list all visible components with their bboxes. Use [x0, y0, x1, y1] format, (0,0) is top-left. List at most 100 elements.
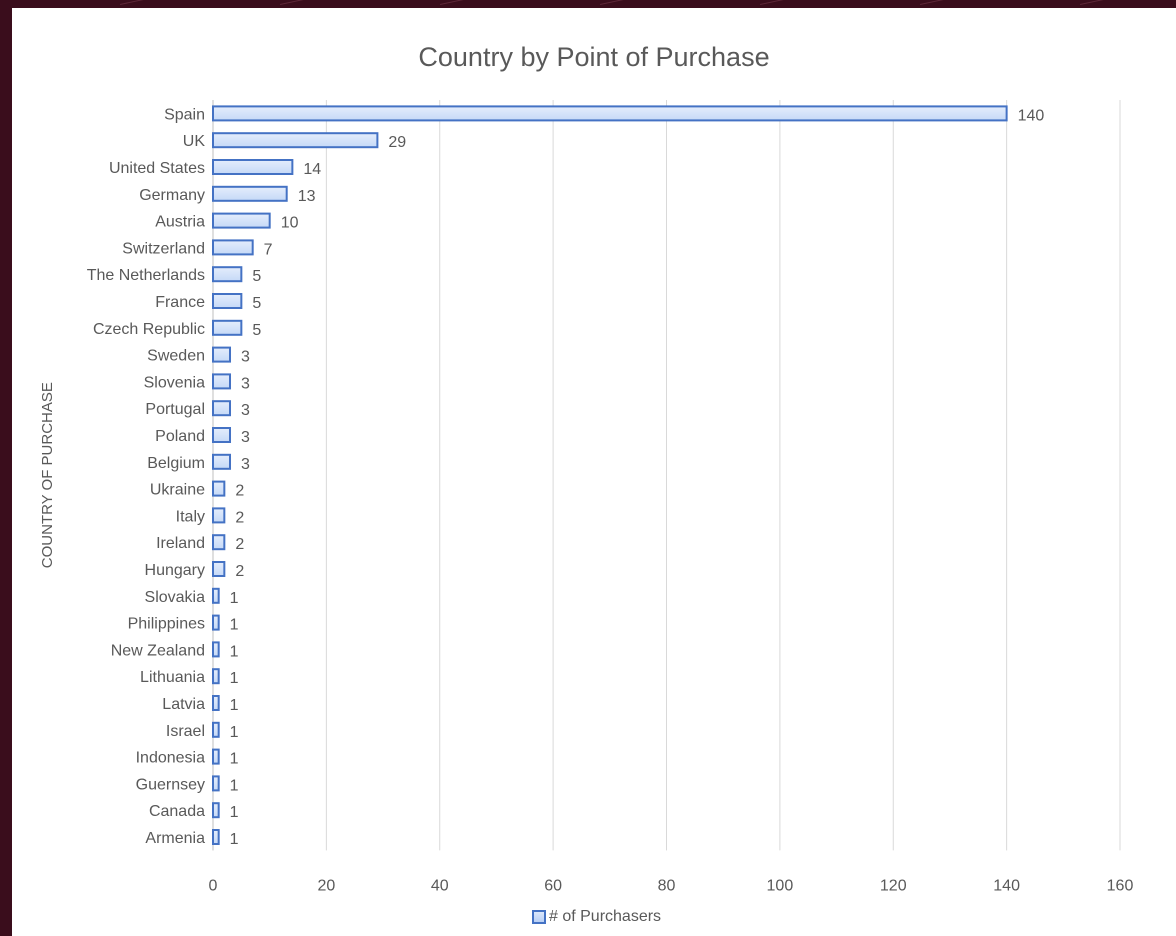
bar [212, 802, 220, 819]
x-tick-label: 20 [317, 877, 335, 894]
data-label: 3 [241, 456, 250, 473]
data-label: 3 [241, 349, 250, 366]
data-label: 1 [230, 643, 239, 660]
category-label: Spain [164, 106, 205, 123]
category-label: Germany [139, 187, 205, 204]
bar [212, 668, 220, 685]
x-tick-label: 0 [209, 877, 218, 894]
bar [212, 641, 220, 658]
data-label: 1 [230, 670, 239, 687]
legend: # of Purchasers [532, 908, 661, 926]
data-label: 5 [252, 268, 261, 285]
chart-title: Country by Point of Purchase [418, 42, 770, 72]
data-label: 5 [252, 322, 261, 339]
y-axis-title: COUNTRY OF PURCHASE [39, 382, 56, 568]
bar [212, 266, 243, 283]
data-label: 29 [388, 134, 406, 151]
data-label: 1 [230, 724, 239, 741]
bar [212, 480, 226, 497]
category-label: Slovenia [144, 374, 205, 391]
category-label: Armenia [145, 830, 205, 847]
bar [212, 829, 220, 845]
data-label: 1 [230, 804, 239, 821]
bar [212, 775, 220, 792]
bar [212, 373, 232, 390]
data-label: 3 [241, 375, 250, 392]
data-label: 2 [235, 536, 244, 553]
bar-chart: 0 20 40 60 80 100 120 140 160 Spain 140 UK 29 United … [39, 100, 1134, 894]
data-label: 1 [230, 590, 239, 607]
category-label: Ireland [156, 535, 205, 552]
x-tick-label: 120 [880, 877, 907, 894]
data-label: 13 [298, 188, 316, 205]
data-label: 2 [235, 563, 244, 580]
data-label: 1 [230, 617, 239, 634]
category-label: Lithuania [140, 669, 205, 686]
x-tick-label: 80 [658, 877, 676, 894]
bar [212, 105, 1008, 122]
data-label: 1 [230, 777, 239, 794]
data-label: 2 [235, 509, 244, 526]
x-tick-label: 40 [431, 877, 449, 894]
category-label: UK [183, 133, 206, 150]
bar [212, 159, 294, 175]
bar [212, 721, 220, 738]
data-label: 7 [264, 241, 273, 258]
category-label: Indonesia [136, 750, 205, 767]
data-label: 2 [235, 483, 244, 500]
x-tick-label: 60 [544, 877, 562, 894]
bar [212, 239, 254, 256]
data-label: 14 [303, 161, 321, 178]
x-tick-label: 140 [993, 877, 1020, 894]
chart-panel: Country by Point of Purchase 0 20 40 60 80 10… [12, 8, 1176, 936]
bar [212, 185, 288, 202]
category-label: The Netherlands [87, 267, 205, 284]
category-label: Czech Republic [93, 321, 205, 338]
category-label: Slovakia [145, 589, 206, 606]
category-label: Poland [155, 428, 205, 445]
category-label: Austria [155, 214, 205, 231]
category-label: New Zealand [111, 642, 205, 659]
category-label: Ukraine [150, 482, 205, 499]
bar [212, 587, 220, 604]
bar [212, 695, 220, 711]
data-label: 140 [1018, 107, 1045, 124]
category-label: Sweden [147, 348, 205, 365]
bar [212, 561, 226, 577]
bar [212, 507, 226, 524]
data-label: 3 [241, 429, 250, 446]
data-label: 1 [230, 751, 239, 768]
bar [212, 427, 232, 443]
bar [212, 132, 379, 149]
category-label: Guernsey [136, 776, 205, 793]
legend-swatch [532, 910, 546, 924]
category-label: Switzerland [122, 240, 205, 257]
bar [212, 453, 232, 470]
bar [212, 748, 220, 765]
bar [212, 212, 271, 229]
category-label: Israel [166, 723, 205, 740]
data-label: 5 [252, 295, 261, 312]
category-label: Belgium [147, 455, 205, 472]
bar [212, 400, 232, 417]
bar [212, 346, 232, 363]
legend-label: # of Purchasers [549, 908, 662, 925]
x-tick-label: 160 [1107, 877, 1134, 894]
category-label: Canada [149, 803, 205, 820]
category-label: United States [109, 160, 205, 177]
bar [212, 319, 243, 336]
bar [212, 534, 226, 551]
category-label: Italy [176, 508, 205, 525]
category-label: Portugal [145, 401, 205, 418]
category-label: Philippines [128, 616, 205, 633]
x-tick-label: 100 [767, 877, 794, 894]
category-label: France [155, 294, 205, 311]
category-label: Hungary [145, 562, 205, 579]
bar [212, 293, 243, 309]
data-label: 1 [230, 697, 239, 714]
category-label: Latvia [162, 696, 205, 713]
data-label: 3 [241, 402, 250, 419]
data-label: 10 [281, 215, 299, 232]
data-label: 1 [230, 831, 239, 848]
bar [212, 614, 220, 631]
